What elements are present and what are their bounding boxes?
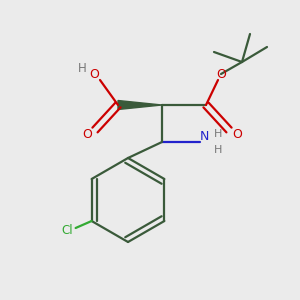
Text: O: O	[232, 128, 242, 140]
Text: Cl: Cl	[62, 224, 74, 238]
Text: H: H	[78, 62, 86, 76]
Text: O: O	[89, 68, 99, 82]
Text: O: O	[82, 128, 92, 140]
Polygon shape	[118, 100, 162, 109]
Text: N: N	[199, 130, 209, 143]
Text: H: H	[214, 129, 222, 139]
Text: O: O	[216, 68, 226, 80]
Text: H: H	[214, 145, 222, 155]
